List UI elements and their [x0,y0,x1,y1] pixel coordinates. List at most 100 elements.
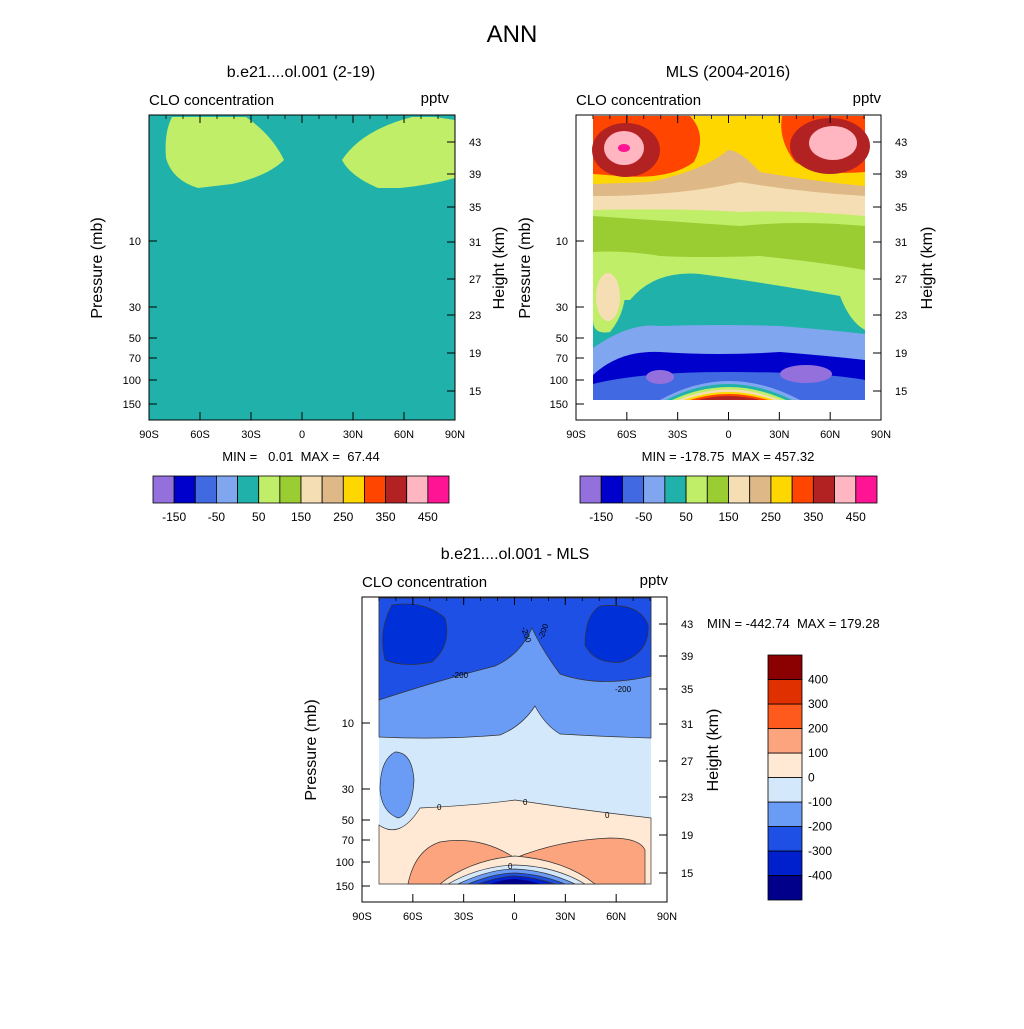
y-axis-label: Pressure (mb) [89,217,106,318]
y-tick-label: 10 [129,236,141,248]
colorbar-swatch [279,475,302,504]
colorbar-swatch [622,475,645,504]
height-tick-label: 43 [895,137,907,149]
x-tick-label: 90N [657,911,677,923]
colorbar-swatch [770,475,793,504]
axes: 90S 60S 30S 0 30N 60N 90N103050701001504339353… [123,115,481,441]
x-tick-label: 90N [871,429,891,441]
axes: 90S 60S 30S 0 30N 60N 90N103050701001504339353… [336,597,693,923]
colorbar-swatch [600,475,623,504]
contour-label: -200 [452,671,469,680]
colorbar-label: 200 [808,722,828,736]
x-tick-label: 30S [668,429,688,441]
height-tick-label: 15 [469,386,481,398]
colorbar-swatch [812,475,835,504]
height-tick-label: 19 [681,830,693,842]
height-tick-label: 43 [681,619,693,631]
x-tick-label: 60N [820,429,840,441]
x-tick-label: 30N [769,429,789,441]
right-string: pptv [640,572,669,589]
colorbar-swatch [643,475,666,504]
panel-title: b.e21....ol.001 (2-19) [227,64,376,81]
colorbar-swatch [767,752,803,778]
colorbar-swatch [216,475,238,504]
contour-region [698,396,760,400]
panel-obs: MLS (2004-2016) CLO concentration pptv [517,64,936,524]
height-tick-label: 39 [681,651,693,663]
colorbar: -150 -50 50 150 250 350 450 [579,475,878,524]
colorbar-swatch [173,475,196,504]
colorbar-label: 350 [803,510,823,524]
height-tick-label: 15 [895,386,907,398]
contour-label: 0 [508,862,513,871]
height-tick-label: 31 [895,237,907,249]
colorbar-swatch [579,475,602,504]
left-string: CLO concentration [149,92,274,109]
colorbar-label: 150 [291,510,311,524]
contour-label: 0 [523,798,528,807]
right-string: pptv [853,90,882,107]
colorbar-label: 400 [808,673,828,687]
contour-region [584,605,649,663]
height-tick-label: 27 [681,756,693,768]
contour-field [378,597,652,885]
x-tick-label: 60S [617,429,637,441]
y-tick-label: 150 [550,399,568,411]
colorbar-label: 300 [808,697,828,711]
contour-region [342,117,455,188]
colorbar-swatch [728,475,751,504]
colorbar-swatch [767,826,803,852]
colorbar-label: 450 [846,510,866,524]
panel-model: b.e21....ol.001 (2-19) CLO concentration… [89,64,508,524]
colorbar-label: -100 [808,795,832,809]
x-tick-label: 0 [299,429,305,441]
x-tick-label: 0 [725,429,731,441]
contour-region [165,117,284,188]
height-tick-label: 39 [469,169,481,181]
x-tick-label: 60S [190,429,210,441]
height-tick-label: 35 [895,202,907,214]
colorbar-swatch [300,475,323,504]
colorbar-swatch [767,875,803,901]
contour-region [378,597,652,701]
colorbar-label: 50 [679,510,693,524]
height-tick-label: 23 [895,310,907,322]
colorbar-label: 350 [376,510,396,524]
colorbar-swatch [152,475,175,504]
min-max-stats: MIN = -178.75 MAX = 457.32 [642,449,815,464]
colorbar-swatch [364,475,386,504]
colorbar-swatch [767,801,803,827]
y-tick-label: 10 [342,718,354,730]
colorbar-swatch [427,475,450,504]
x-tick-label: 90N [445,429,465,441]
y-tick-label: 70 [342,835,354,847]
contour-region [809,126,857,160]
contour-region [618,144,630,152]
colorbar-swatch [685,475,708,504]
contour-label: 0 [437,803,442,812]
contour-field [149,115,455,420]
panel-title: b.e21....ol.001 - MLS [441,546,590,563]
colorbar-swatch [706,475,729,504]
contour-label: -200 [615,685,632,694]
colorbar-label: 250 [761,510,781,524]
colorbar-label: 450 [418,510,438,524]
colorbar-swatch [664,475,687,504]
contour-field [592,116,870,400]
height-tick-label: 35 [681,684,693,696]
x-tick-label: 30N [343,429,363,441]
height-tick-label: 31 [681,719,693,731]
colorbar-swatch [237,475,260,504]
x-tick-label: 30S [454,911,474,923]
x-tick-label: 60S [403,911,423,923]
x-tick-label: 90S [139,429,159,441]
x-tick-label: 90S [352,911,372,923]
x-tick-label: 60N [606,911,626,923]
y-tick-label: 50 [342,815,354,827]
contour-region [490,879,540,884]
y-tick-label: 150 [336,881,354,893]
y-tick-label: 50 [129,333,141,345]
colorbar-swatch [767,728,803,754]
colorbar-swatch [194,475,217,504]
colorbar-swatch [767,850,803,876]
